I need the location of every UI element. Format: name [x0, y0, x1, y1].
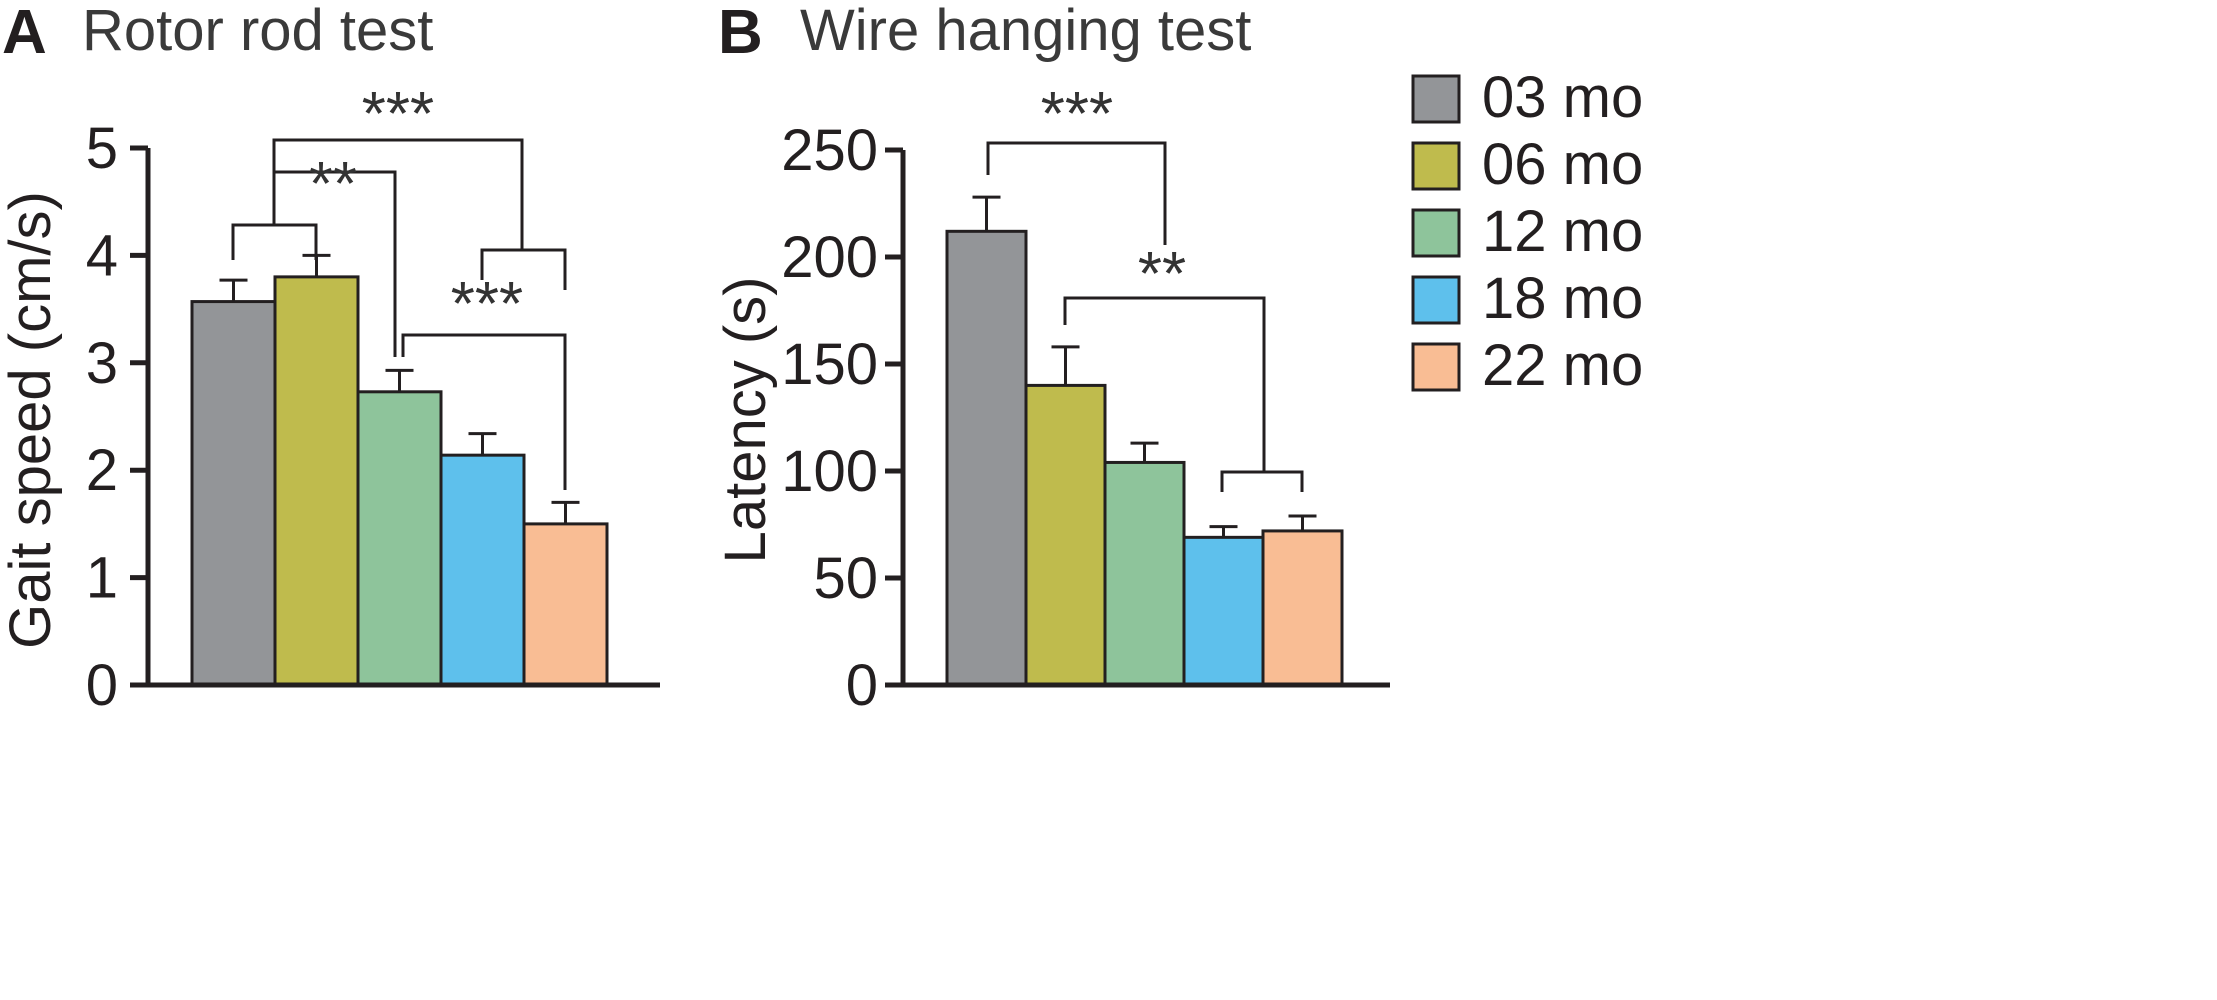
error-bar-a-22-mo: [551, 500, 580, 524]
panel-letter-b: B: [718, 0, 763, 67]
bar-a-18-mo: [439, 453, 526, 687]
y-tick-label-b-5: 250: [781, 118, 878, 183]
panel-a-y-tick-labels: 0 1 2 3 4 5: [86, 116, 118, 718]
sig-label-a-1: **: [309, 150, 357, 219]
y-tick-label-b-3: 150: [781, 332, 878, 397]
y-tick-label-a-4: 4: [86, 223, 118, 288]
panel-b-title: Wire hanging test: [800, 0, 1251, 63]
legend-label-12: 12 mo: [1482, 199, 1643, 264]
error-bar-a-12-mo: [385, 368, 414, 392]
bracket-0306-vs-12: [272, 170, 397, 357]
bracket-06-vs-1822: [1063, 296, 1266, 472]
bar-b-03-mo: [945, 229, 1028, 687]
y-tick-label-a-1: 1: [86, 546, 118, 611]
legend-item-22: 22 mo: [1411, 333, 1643, 398]
panel-a-bars: [190, 275, 609, 687]
legend: 03 mo 06 mo 12 mo 18 mo 22 mo: [1411, 65, 1643, 398]
sig-label-b-2: **: [1138, 240, 1186, 309]
panel-letter-a: A: [2, 0, 47, 67]
bar-b-18-mo: [1182, 535, 1265, 687]
panel-b-y-ticks: [885, 147, 903, 688]
y-tick-label-b-2: 100: [781, 439, 878, 504]
y-tick-label-a-3: 3: [86, 331, 118, 396]
error-bar-b-03-mo: [972, 195, 1001, 232]
y-tick-label-b-4: 200: [781, 225, 878, 290]
panel-a-title: Rotor rod test: [82, 0, 433, 63]
bracket-18-22-b: [1220, 470, 1304, 492]
panel-a-y-ticks: [130, 145, 148, 688]
error-bar-b-12-mo: [1130, 441, 1159, 463]
panel-b-bars: [945, 229, 1344, 687]
y-tick-label-a-0: 0: [86, 653, 118, 718]
legend-swatch-06: [1411, 141, 1461, 191]
y-tick-label-a-2: 2: [86, 438, 118, 503]
panel-a-error-bars: [219, 253, 580, 524]
error-bar-b-18-mo: [1209, 525, 1238, 538]
bar-a-12-mo: [356, 390, 443, 687]
bracket-12-vs-22: [401, 333, 567, 490]
sig-label-b-1: ***: [1041, 80, 1113, 149]
legend-swatch-22: [1411, 342, 1461, 392]
legend-item-18: 18 mo: [1411, 266, 1643, 331]
panel-b-y-tick-labels: 0 50 100 150 200 250: [781, 118, 878, 718]
y-tick-label-b-0: 0: [846, 653, 878, 718]
y-tick-label-b-1: 50: [813, 546, 878, 611]
error-bar-a-03-mo: [219, 278, 248, 302]
bar-a-03-mo: [190, 300, 277, 687]
legend-label-03: 03 mo: [1482, 65, 1643, 130]
legend-item-12: 12 mo: [1411, 199, 1643, 264]
y-tick-label-a-5: 5: [86, 116, 118, 181]
panel-a: A Rotor rod test Gait speed (cm/s) 0 1 2 3 4…: [0, 0, 660, 718]
error-bar-b-22-mo: [1288, 514, 1317, 531]
bar-b-12-mo: [1103, 460, 1186, 687]
panel-a-y-axis-label: Gait speed (cm/s): [0, 191, 63, 649]
error-bar-a-18-mo: [468, 432, 497, 456]
legend-label-22: 22 mo: [1482, 333, 1643, 398]
legend-item-03: 03 mo: [1411, 65, 1643, 130]
sig-label-a-2: ***: [362, 80, 434, 149]
bar-a-06-mo: [273, 275, 360, 687]
bar-b-22-mo: [1261, 529, 1344, 687]
panel-b-error-bars: [972, 195, 1317, 538]
legend-label-06: 06 mo: [1482, 132, 1643, 197]
legend-label-18: 18 mo: [1482, 266, 1643, 331]
sig-label-a-3: ***: [451, 270, 523, 339]
bar-b-06-mo: [1024, 383, 1107, 687]
bracket-0306-vs-1822: [272, 138, 524, 250]
legend-item-06: 06 mo: [1411, 132, 1643, 197]
panel-b: B Wire hanging test Latency (s) 0 50 100 15…: [713, 0, 1390, 718]
bracket-03-vs-12: [986, 141, 1167, 245]
legend-swatch-12: [1411, 208, 1461, 258]
legend-swatch-18: [1411, 275, 1461, 325]
error-bar-b-06-mo: [1051, 345, 1080, 386]
panel-b-y-axis-label: Latency (s): [713, 277, 778, 564]
legend-swatch-03: [1411, 74, 1461, 124]
panel-a-significance: ** *** ***: [231, 80, 567, 490]
bar-a-22-mo: [522, 522, 609, 687]
panel-b-significance: *** **: [986, 80, 1304, 492]
